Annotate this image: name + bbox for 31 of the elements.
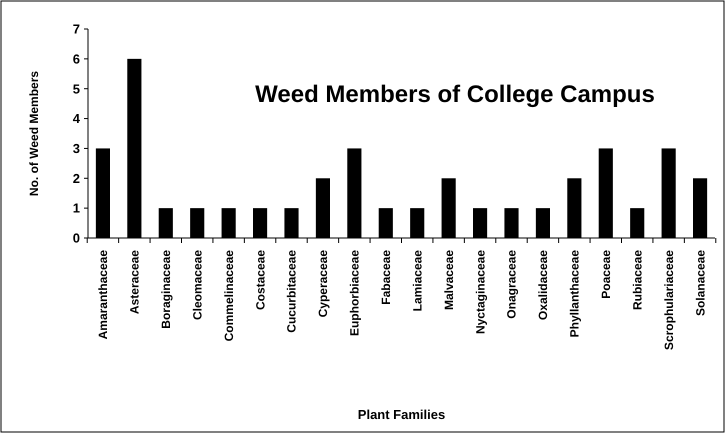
- x-tick-label: Nyctaginaceae: [473, 250, 488, 334]
- x-tick-label: Euphorbiaceae: [348, 250, 362, 336]
- y-axis-title: No. of Weed Members: [27, 70, 41, 196]
- x-tick-label: Asteraceae: [128, 250, 142, 314]
- x-tick-label: Commelinaceae: [222, 250, 236, 342]
- x-tick-label: Cucurbitaceae: [284, 250, 299, 333]
- x-tick-label: Malvaceae: [442, 250, 456, 310]
- x-tick-label: Fabaceae: [378, 250, 393, 305]
- y-tick-label: 4: [72, 111, 81, 126]
- x-tick-label: Cleomaceae: [190, 250, 204, 320]
- x-tick-label: Poaceae: [598, 250, 613, 299]
- text: Weed Members of College Campus: [255, 81, 655, 108]
- x-tick-label: Boraginaceae: [158, 250, 173, 329]
- y-tick-label: 5: [72, 81, 80, 96]
- y-tick-label: 3: [72, 140, 80, 156]
- y-tick-label: 2: [72, 170, 80, 186]
- x-tick-label: Phyllanthaceae: [568, 250, 582, 338]
- x-axis-title: Plant Families: [358, 407, 446, 422]
- y-tick-label: 1: [72, 200, 80, 216]
- y-tick-label: 0: [72, 230, 80, 246]
- y-tick-label: 7: [72, 22, 80, 37]
- x-tick-label: Amaranthaceae: [96, 250, 110, 340]
- x-tick-label: Scrophulariaceae: [662, 250, 676, 350]
- x-tick-label: Rubiaceae: [630, 250, 644, 310]
- x-tick-label: Onagraceae: [504, 250, 519, 319]
- x-tick-label: Oxalidaceae: [536, 250, 550, 320]
- x-tick-label: Lamiaceae: [410, 250, 424, 312]
- x-tick-label: Solanaceae: [693, 250, 708, 316]
- y-tick-label: 6: [72, 51, 80, 66]
- x-tick-label: Cyperaceae: [316, 250, 330, 318]
- x-tick-label: Costaceae: [253, 250, 268, 310]
